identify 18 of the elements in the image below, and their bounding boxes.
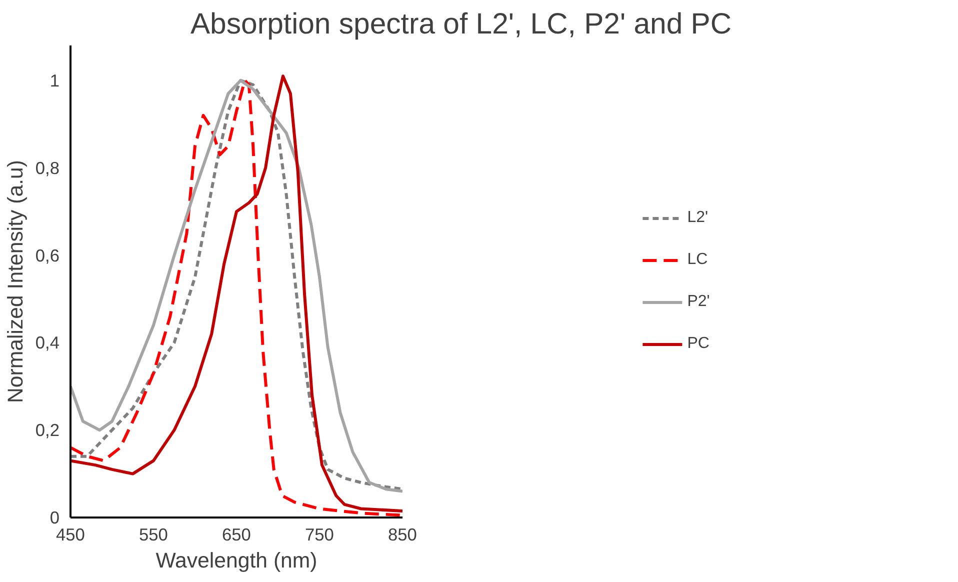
- y-tick-label: 1: [50, 70, 60, 90]
- y-tick-label: 0: [50, 508, 60, 528]
- x-axis-title: Wavelength (nm): [156, 548, 318, 572]
- x-tick-label: 850: [388, 524, 417, 544]
- y-axis-title: Normalized Intensity (a.u): [3, 160, 28, 403]
- legend-label: L2': [687, 209, 708, 227]
- y-tick-label: 0,8: [35, 158, 60, 178]
- legend-label: P2': [687, 293, 710, 311]
- chart-title: Absorption spectra of L2', LC, P2' and PC: [190, 8, 732, 40]
- legend-label: LC: [687, 251, 708, 269]
- x-tick-label: 650: [222, 524, 251, 544]
- y-tick-label: 0,6: [35, 245, 60, 266]
- legend-label: PC: [687, 335, 710, 353]
- y-tick-label: 0,2: [35, 420, 60, 440]
- x-tick-label: 750: [305, 524, 334, 544]
- x-tick-label: 550: [139, 524, 168, 544]
- y-tick-label: 0,4: [35, 332, 60, 353]
- x-tick-label: 450: [56, 524, 85, 544]
